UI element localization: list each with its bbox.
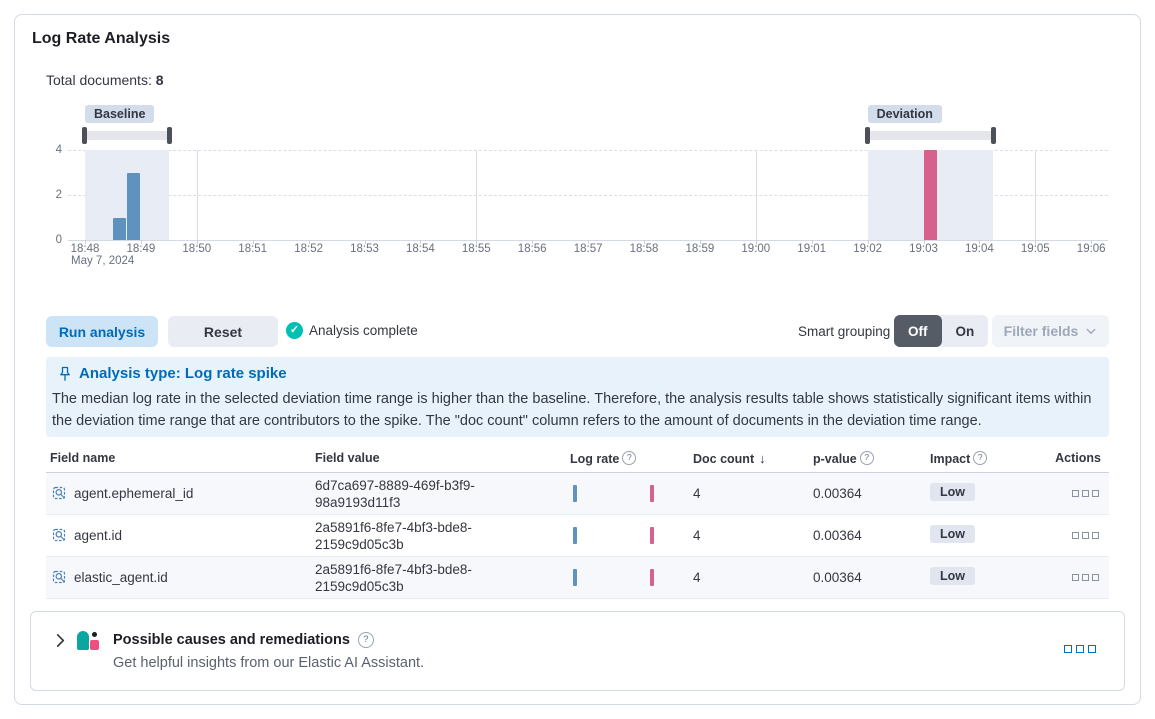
doc-count-cell: 4 xyxy=(693,486,701,501)
total-documents-value: 8 xyxy=(155,72,164,88)
callout-body: The median log rate in the selected devi… xyxy=(52,391,1092,429)
log-rate-baseline-minibar xyxy=(573,527,577,544)
filter-for-value-icon[interactable] xyxy=(52,485,68,504)
sort-desc-icon[interactable]: ↓ xyxy=(759,451,766,466)
field-value-cell: 2a5891f6-8fe7-4bf3-bde8-2159c9d05c3b xyxy=(315,520,472,552)
log-rate-baseline-minibar xyxy=(573,485,577,502)
col-field-value[interactable]: Field value xyxy=(315,451,380,465)
col-p-value[interactable]: p-value? xyxy=(813,451,874,466)
log-rate-baseline-minibar xyxy=(573,569,577,586)
smart-grouping-toggle: Off On xyxy=(894,315,989,347)
table-row: agent.ephemeral_id 6d7ca697-8889-469f-b3f… xyxy=(46,473,1109,515)
smart-grouping-label: Smart grouping xyxy=(798,324,891,339)
log-rate-deviation-minibar xyxy=(650,569,654,586)
help-icon[interactable]: ? xyxy=(357,632,374,648)
log-rate-deviation-minibar xyxy=(650,527,654,544)
possible-causes-subtitle: Get helpful insights from our Elastic AI… xyxy=(113,655,425,671)
filter-for-value-icon[interactable] xyxy=(52,527,68,546)
impact-badge: Low xyxy=(930,483,975,501)
reset-button[interactable]: Reset xyxy=(168,316,278,347)
row-actions-icon[interactable] xyxy=(1072,574,1099,581)
p-value-cell: 0.00364 xyxy=(813,528,862,543)
run-analysis-button[interactable]: Run analysis xyxy=(46,316,158,347)
col-log-rate[interactable]: Log rate? xyxy=(570,451,637,466)
panel-actions-icon[interactable] xyxy=(1064,645,1096,653)
doc-count-cell: 4 xyxy=(693,570,701,585)
p-value-cell: 0.00364 xyxy=(813,570,862,585)
col-impact[interactable]: Impact? xyxy=(930,451,988,466)
col-field-name[interactable]: Field name xyxy=(50,451,116,465)
doc-count-cell: 4 xyxy=(693,528,701,543)
check-circle-icon: ✓ xyxy=(286,322,303,339)
field-value-cell: 6d7ca697-8889-469f-b3f9-98a9193d11f3 xyxy=(315,478,475,510)
field-name-cell: agent.id xyxy=(74,528,123,543)
table-body: agent.ephemeral_id 6d7ca697-8889-469f-b3f… xyxy=(46,473,1109,599)
analysis-type-callout: Analysis type: Log rate spike The median… xyxy=(46,357,1109,437)
col-doc-count[interactable]: Doc count ↓ xyxy=(693,451,766,466)
impact-badge: Low xyxy=(930,567,975,585)
table-row: elastic_agent.id 2a5891f6-8fe7-4bf3-bde8-… xyxy=(46,557,1109,599)
field-name-cell: agent.ephemeral_id xyxy=(74,486,194,501)
results-table: Field name Field value Log rate? Doc cou… xyxy=(46,446,1109,599)
table-header: Field name Field value Log rate? Doc cou… xyxy=(46,446,1109,473)
col-actions: Actions xyxy=(1055,451,1101,465)
row-actions-icon[interactable] xyxy=(1072,532,1099,539)
page-title: Log Rate Analysis xyxy=(32,30,171,47)
total-documents: Total documents: 8 xyxy=(46,72,164,88)
chevron-right-icon[interactable] xyxy=(53,633,68,648)
impact-badge: Low xyxy=(930,525,975,543)
field-value-cell: 2a5891f6-8fe7-4bf3-bde8-2159c9d05c3b xyxy=(315,562,472,594)
field-name-cell: elastic_agent.id xyxy=(74,570,168,585)
pin-icon xyxy=(60,366,70,381)
info-icon[interactable]: ? xyxy=(622,451,637,465)
smart-grouping-on-button[interactable]: On xyxy=(942,315,989,347)
total-documents-label: Total documents: xyxy=(46,72,152,88)
filter-for-value-icon[interactable] xyxy=(52,569,68,588)
callout-title: Analysis type: Log rate spike xyxy=(79,365,287,382)
elastic-ai-assistant-icon xyxy=(77,631,99,652)
possible-causes-title: Possible causes and remediations ? xyxy=(113,632,374,648)
possible-causes-panel[interactable]: Possible causes and remediations ? Get h… xyxy=(30,611,1125,691)
row-actions-icon[interactable] xyxy=(1072,490,1099,497)
table-row: agent.id 2a5891f6-8fe7-4bf3-bde8-2159c9d0… xyxy=(46,515,1109,557)
info-icon[interactable]: ? xyxy=(973,451,988,465)
analysis-status-text: Analysis complete xyxy=(309,323,418,338)
log-rate-deviation-minibar xyxy=(650,485,654,502)
filter-fields-label: Filter fields xyxy=(1003,323,1079,339)
filter-fields-button[interactable]: Filter fields xyxy=(992,315,1109,347)
chevron-down-icon xyxy=(1086,328,1096,335)
info-icon[interactable]: ? xyxy=(859,451,874,465)
smart-grouping-off-button[interactable]: Off xyxy=(894,315,942,347)
p-value-cell: 0.00364 xyxy=(813,486,862,501)
